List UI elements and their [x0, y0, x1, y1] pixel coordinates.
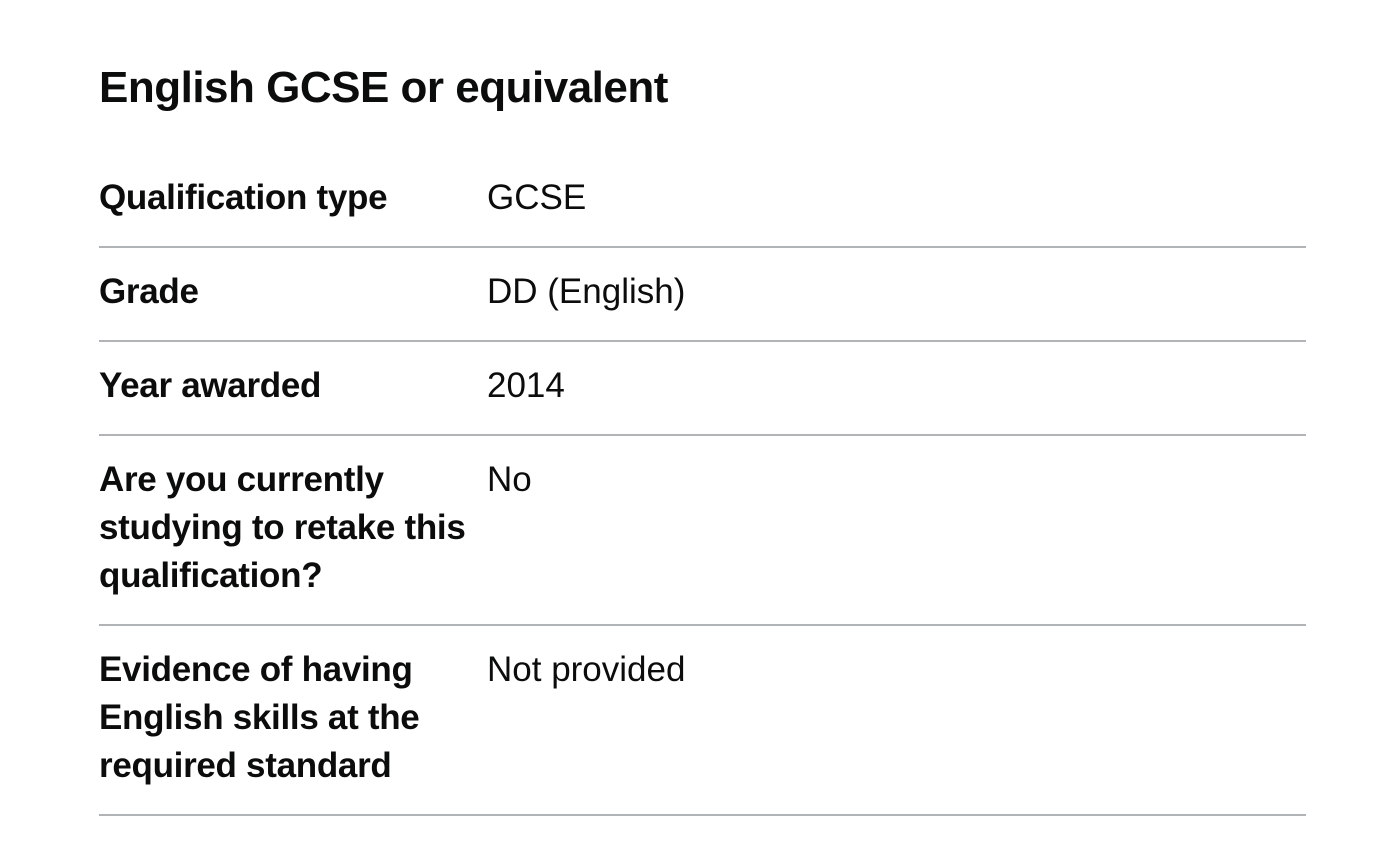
summary-key: Are you currently studying to retake thi… [99, 460, 466, 595]
summary-value: GCSE [487, 178, 587, 217]
summary-key: Year awarded [99, 366, 322, 405]
summary-value: 2014 [487, 366, 565, 405]
summary-value: DD (English) [487, 272, 686, 311]
summary-row-qualification-type: Qualification type GCSE [99, 154, 1306, 248]
summary-key: Evidence of having English skills at the… [99, 650, 420, 785]
summary-row-evidence: Evidence of having English skills at the… [99, 626, 1306, 816]
summary-key: Grade [99, 272, 199, 311]
page-title: English GCSE or equivalent [99, 63, 668, 112]
summary-value: No [487, 460, 532, 499]
summary-list: Qualification type GCSE Grade DD (Englis… [99, 154, 1306, 816]
summary-row-currently-studying: Are you currently studying to retake thi… [99, 436, 1306, 626]
summary-row-year-awarded: Year awarded 2014 [99, 342, 1306, 436]
summary-value: Not provided [487, 650, 686, 689]
summary-row-grade: Grade DD (English) [99, 248, 1306, 342]
summary-key: Qualification type [99, 178, 388, 217]
main-content: English GCSE or equivalent Qualification… [99, 0, 1306, 816]
